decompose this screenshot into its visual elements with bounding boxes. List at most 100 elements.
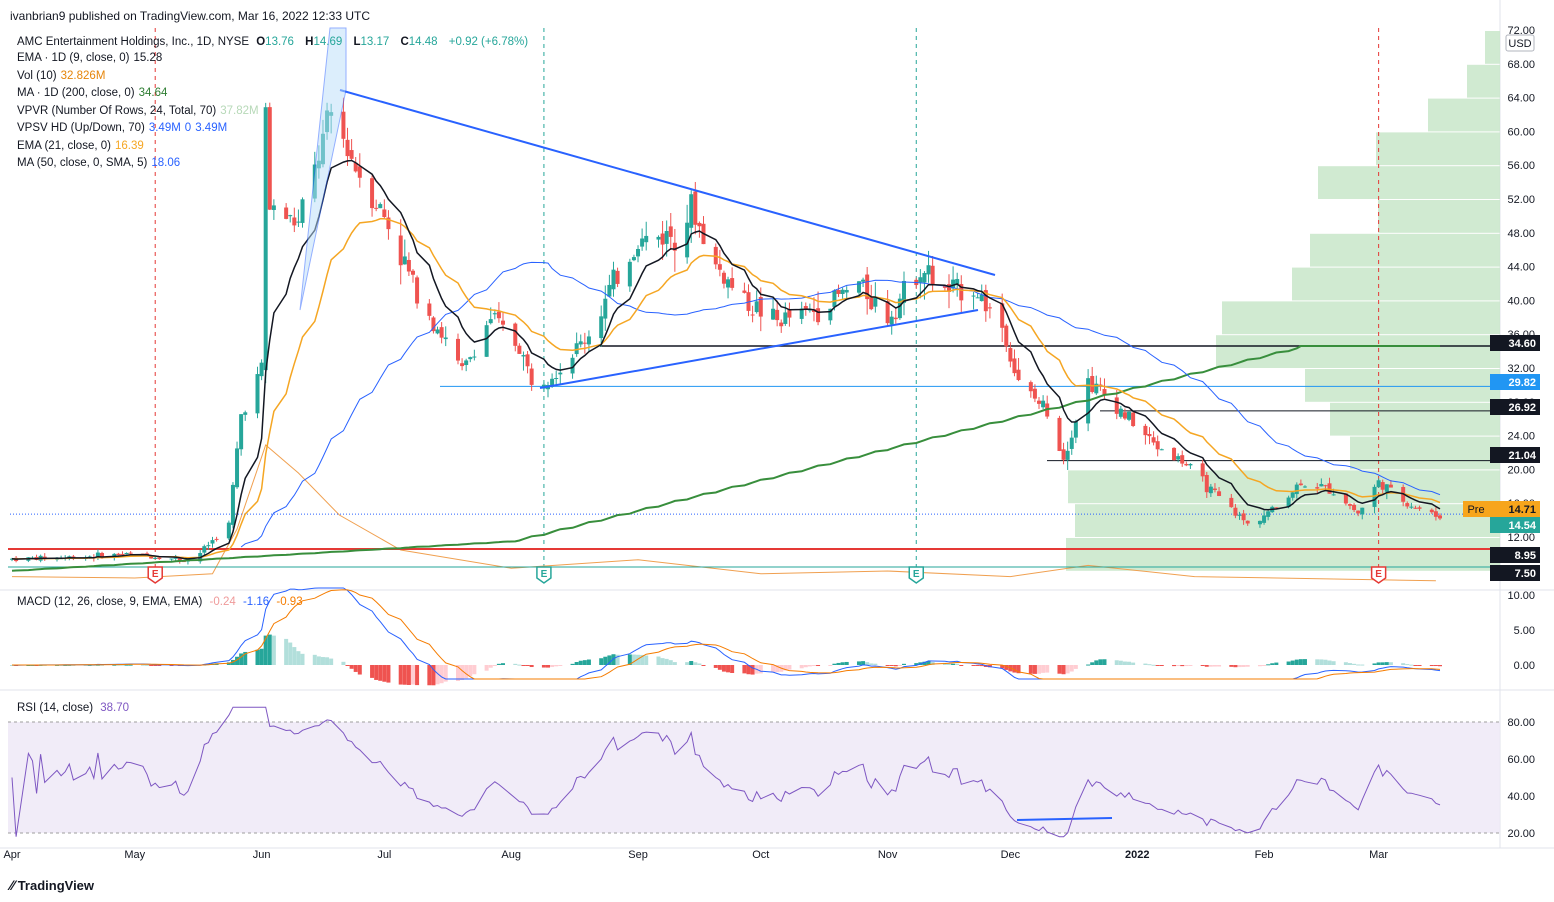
macd-histogram-bar [554, 665, 559, 667]
volume-profile-row [1222, 301, 1500, 335]
candle-body [1094, 383, 1099, 394]
candle-body [1347, 504, 1352, 506]
macd-histogram-bar [1413, 665, 1418, 666]
candle-body [1323, 485, 1328, 487]
candle-body [1057, 417, 1062, 451]
candle-body [1012, 358, 1017, 374]
trendline-upper [339, 89, 996, 276]
time-axis-label: Feb [1255, 849, 1274, 861]
macd-histogram-bar [243, 651, 248, 665]
candle-body [267, 107, 272, 210]
macd-histogram-bar [521, 665, 526, 666]
macd-histogram-bar [259, 648, 264, 665]
candle-body [636, 248, 641, 257]
price-badge-label: 8.95 [1515, 550, 1536, 562]
candle-body [844, 289, 849, 293]
macd-histogram-bar [615, 654, 620, 665]
earnings-marker [1370, 566, 1387, 584]
candle-body [1114, 397, 1119, 414]
candle-body [627, 261, 632, 287]
macd-histogram-bar [1356, 664, 1361, 666]
candle-body [1356, 510, 1361, 514]
rsi-legend-name: RSI (14, close) [17, 702, 94, 714]
candle-body [754, 301, 759, 313]
candle-body [472, 356, 477, 358]
macd-histogram-bar [382, 665, 387, 682]
candle-body [100, 552, 105, 559]
candle-body [1151, 437, 1156, 443]
macd-histogram-bar [349, 665, 354, 669]
candle-body [206, 545, 211, 547]
candle-body [1217, 491, 1222, 496]
macd-histogram-bar [501, 663, 506, 665]
macd-histogram-bar [128, 664, 133, 666]
macd-histogram-bar [1401, 663, 1406, 665]
candle-body [169, 558, 174, 560]
macd-histogram-bar [472, 665, 477, 675]
candle-body [1143, 425, 1148, 436]
candle-body [660, 233, 665, 245]
macd-histogram-bar [406, 665, 411, 685]
macd-histogram-bar [660, 658, 665, 665]
tradingview-logo[interactable]: ⁄⁄ TradingView [10, 877, 94, 893]
macd-histogram-bar [1012, 665, 1017, 673]
macd-histogram-bar [775, 665, 780, 673]
currency-box [1505, 34, 1535, 52]
price-tick-label: 20.00 [1507, 464, 1535, 476]
macd-histogram-bar [771, 665, 776, 673]
macd-histogram-bar [1323, 659, 1328, 665]
macd-histogram-bar [1380, 662, 1385, 665]
macd-histogram-bar [513, 663, 518, 665]
macd-histogram-bar [402, 665, 407, 685]
macd-histogram-bar [1286, 661, 1291, 665]
candle-body [607, 284, 612, 297]
candle-body [1118, 408, 1123, 417]
candle-body [668, 226, 673, 237]
macd-histogram-bar [300, 653, 305, 665]
macd-histogram-bar [541, 665, 546, 668]
macd-histogram-bar [901, 663, 906, 665]
published-by-text: ivanbrian9 published on TradingView.com,… [10, 9, 370, 23]
macd-histogram-bar [492, 665, 497, 666]
macd-histogram-bar [1204, 665, 1209, 667]
candle-body [435, 329, 440, 334]
candle-body [153, 557, 158, 559]
macd-histogram-bar [1069, 665, 1074, 672]
candle-body [239, 414, 244, 450]
macd-histogram-bar [861, 661, 866, 665]
macd-histogram-bar [1090, 662, 1095, 665]
macd-histogram-bar [63, 664, 68, 666]
candle-body [439, 327, 444, 338]
indicator-value: 3.49M [195, 122, 228, 134]
candle-body [1266, 511, 1271, 517]
candle-body [889, 316, 894, 325]
indicator-name: VPVR (Number Of Rows, 24, Total, 70) [17, 104, 217, 117]
macd-histogram-bar [611, 654, 616, 665]
open-value: 13.76 [265, 36, 294, 48]
candle-body [775, 309, 780, 321]
candle-body [288, 215, 293, 217]
low-value: 13.17 [360, 36, 390, 48]
candle-body [1380, 482, 1385, 490]
candle-body [157, 557, 162, 560]
macd-histogram-bar [496, 663, 501, 665]
macd-histogram-bar [869, 663, 874, 665]
candle-body [259, 362, 264, 377]
macd-histogram-bar [959, 665, 964, 666]
macd-histogram-bar [1086, 664, 1091, 666]
macd-histogram-bar [410, 665, 415, 685]
macd-histogram-bar [885, 665, 890, 666]
macd-histogram-bar [1266, 664, 1271, 666]
macd-histogram-bar [1172, 665, 1177, 667]
indicator-value: 15.28 [133, 52, 163, 64]
macd-histogram-bar [255, 649, 260, 665]
macd-histogram-bar [116, 664, 121, 666]
macd-histogram-bar [140, 664, 145, 666]
price-tick-label: 68.00 [1507, 59, 1535, 71]
macd-histogram-bar [799, 665, 804, 669]
macd-histogram-bar [1262, 665, 1267, 666]
candle-body [550, 378, 555, 387]
price-badge-label: 29.82 [1508, 377, 1536, 389]
macd-histogram-bar [124, 664, 129, 666]
